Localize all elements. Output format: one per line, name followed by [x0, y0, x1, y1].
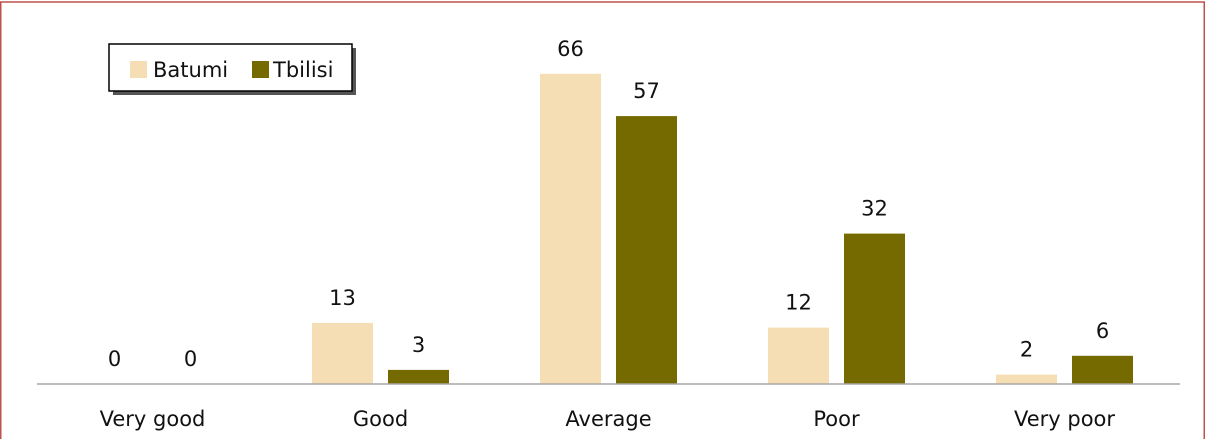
bar-batumi-very-poor [996, 374, 1057, 384]
legend-box [108, 43, 353, 92]
legend: Batumi Tbilisi [108, 43, 356, 95]
category-labels-layer: Very good Good Average Poor Very poor [100, 407, 1116, 431]
value-label-tbilisi-very-poor: 6 [1096, 319, 1109, 343]
bars-layer [312, 73, 1133, 385]
category-label-good: Good [353, 407, 408, 431]
category-label-average: Average [565, 407, 651, 431]
category-label-very-good: Very good [100, 407, 206, 431]
value-label-tbilisi-very-good: 0 [184, 347, 197, 371]
value-label-batumi-poor: 12 [785, 291, 812, 315]
legend-swatch-batumi [130, 61, 147, 78]
value-label-batumi-average: 66 [557, 37, 584, 61]
bar-tbilisi-average [616, 116, 677, 384]
legend-label-tbilisi: Tbilisi [272, 58, 333, 82]
category-label-poor: Poor [813, 407, 860, 431]
legend-label-batumi: Batumi [153, 58, 228, 82]
legend-swatch-tbilisi [252, 61, 269, 78]
bar-batumi-average [540, 73, 601, 385]
value-label-batumi-very-poor: 2 [1020, 338, 1033, 362]
bar-batumi-good [312, 322, 373, 384]
bar-tbilisi-good [388, 369, 449, 384]
value-label-batumi-good: 13 [329, 286, 356, 310]
value-labels-layer: 0 0 13 3 66 57 12 32 2 6 [108, 37, 1109, 371]
value-label-tbilisi-poor: 32 [861, 197, 888, 221]
bar-tbilisi-very-poor [1072, 355, 1133, 384]
bar-batumi-poor [768, 327, 829, 384]
category-label-very-poor: Very poor [1014, 407, 1115, 431]
bar-tbilisi-poor [844, 233, 905, 384]
value-label-tbilisi-average: 57 [633, 79, 660, 103]
value-label-tbilisi-good: 3 [412, 333, 425, 357]
value-label-batumi-very-good: 0 [108, 347, 121, 371]
